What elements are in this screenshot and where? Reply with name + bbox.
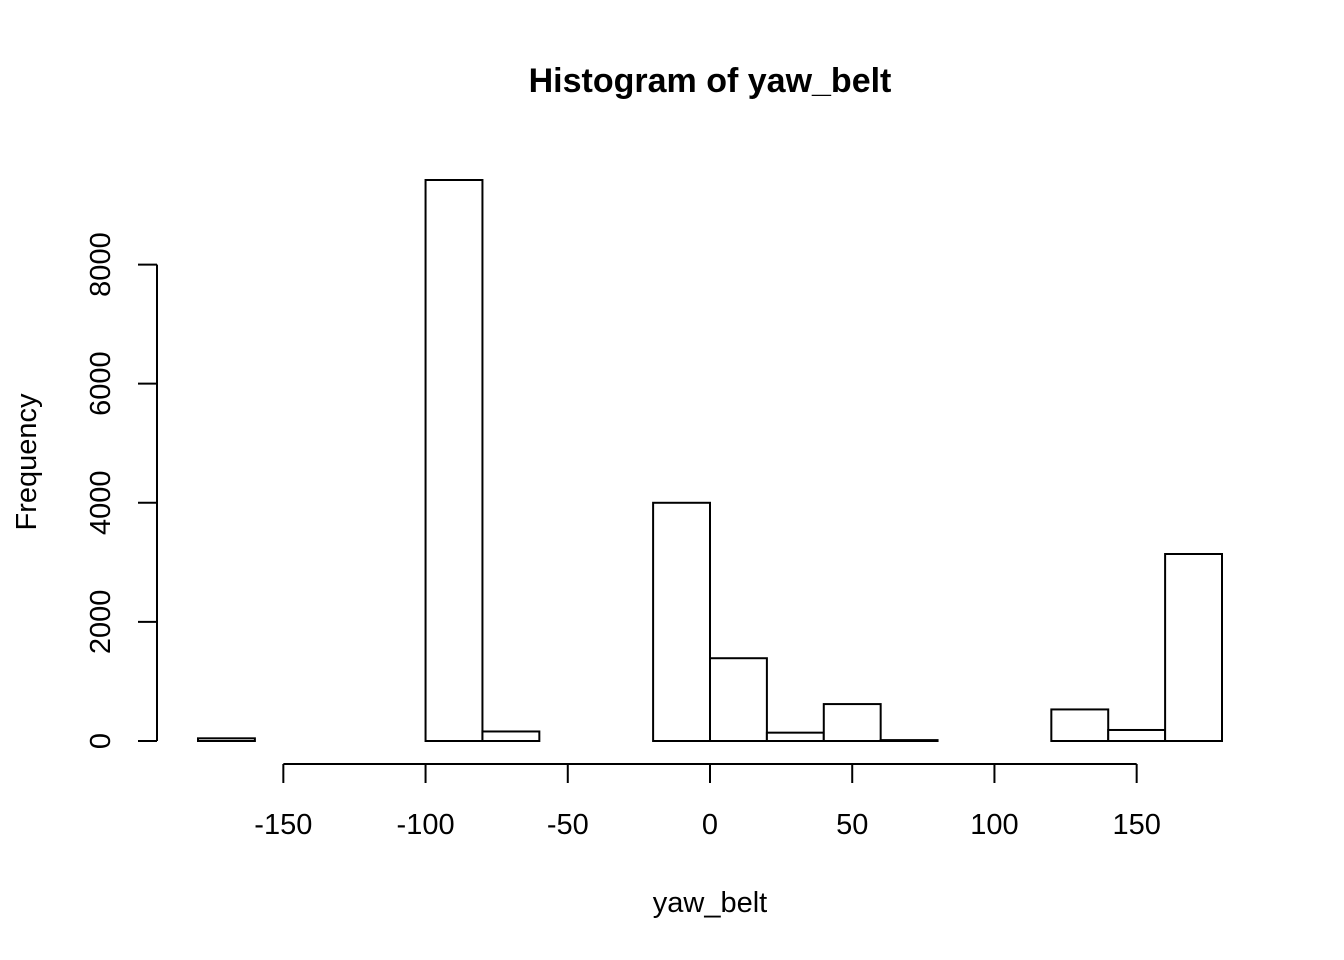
x-axis-label: yaw_belt [653,887,767,919]
x-tick-label: 0 [702,809,718,841]
bars-group [197,179,1223,743]
histogram-bar [1050,708,1110,742]
y-tick-label: 2000 [85,590,117,655]
y-axis: 0 2000 4000 6000 8000 [85,232,158,749]
x-tick-label: 50 [836,809,868,841]
histogram-bar [1107,728,1167,742]
histogram-bar [481,730,541,742]
x-axis: -150 -100 -50 0 50 100 150 [254,763,1161,841]
x-tick-label: -150 [254,809,312,841]
histogram-bar [822,703,882,742]
histogram-bar [652,501,711,743]
x-tick-label: 100 [970,809,1018,841]
x-tick-label: 150 [1112,809,1160,841]
histogram-bar [765,731,825,742]
x-tick-label: -50 [547,809,589,841]
x-tick-label: -100 [397,809,455,841]
y-tick-label: 4000 [85,471,117,536]
y-tick-label: 6000 [85,351,117,416]
histogram-bar [709,657,768,742]
histogram-bar [879,739,939,743]
histogram-bar [197,737,256,743]
y-tick-label: 0 [85,733,117,749]
chart-title: Histogram of yaw_belt [529,62,892,100]
y-tick-label: 8000 [85,232,117,297]
histogram-bar [424,179,484,742]
y-axis-label: Frequency [11,393,43,531]
histogram-bar [1164,553,1223,742]
